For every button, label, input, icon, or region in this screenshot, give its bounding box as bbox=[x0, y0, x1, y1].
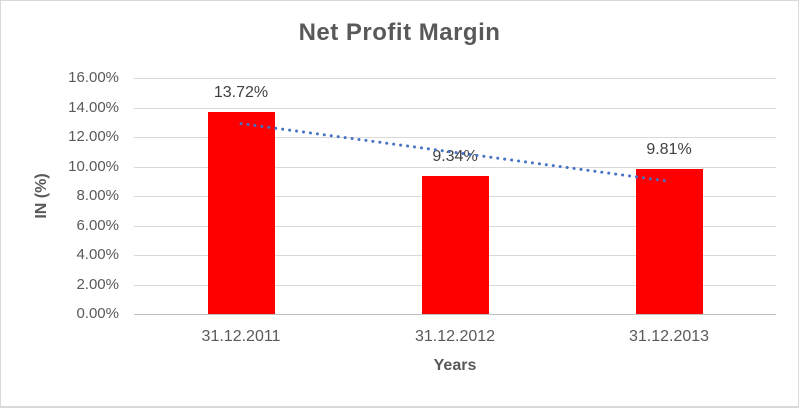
bar bbox=[635, 169, 703, 314]
y-tick-label: 0.00% bbox=[76, 305, 119, 322]
y-gridline bbox=[134, 78, 776, 79]
bar bbox=[207, 111, 275, 314]
bar bbox=[421, 176, 489, 314]
y-tick-label: 6.00% bbox=[76, 216, 119, 234]
y-tick-label: 8.00% bbox=[76, 187, 119, 204]
data-label: 13.72% bbox=[213, 83, 269, 101]
x-axis-title: Years bbox=[433, 357, 477, 374]
x-tick-label: 31.12.2011 bbox=[201, 328, 281, 345]
y-tick-label: 14.00% bbox=[68, 98, 119, 116]
y-tick-label: 2.00% bbox=[76, 275, 119, 293]
y-tick-label: 16.00% bbox=[68, 69, 119, 86]
x-axis-line bbox=[134, 314, 776, 315]
x-tick-label: 31.12.2013 bbox=[628, 328, 710, 345]
x-tick-label: 31.12.2012 bbox=[414, 328, 496, 345]
y-tick-label: 10.00% bbox=[68, 157, 119, 175]
y-tick-label: 12.00% bbox=[68, 128, 119, 145]
y-tick-label: 4.00% bbox=[76, 246, 119, 263]
data-label: 9.81% bbox=[646, 141, 692, 159]
chart-title: Net Profit Margin bbox=[298, 19, 501, 46]
data-label: 9.34% bbox=[432, 148, 478, 166]
y-gridline bbox=[134, 107, 776, 109]
